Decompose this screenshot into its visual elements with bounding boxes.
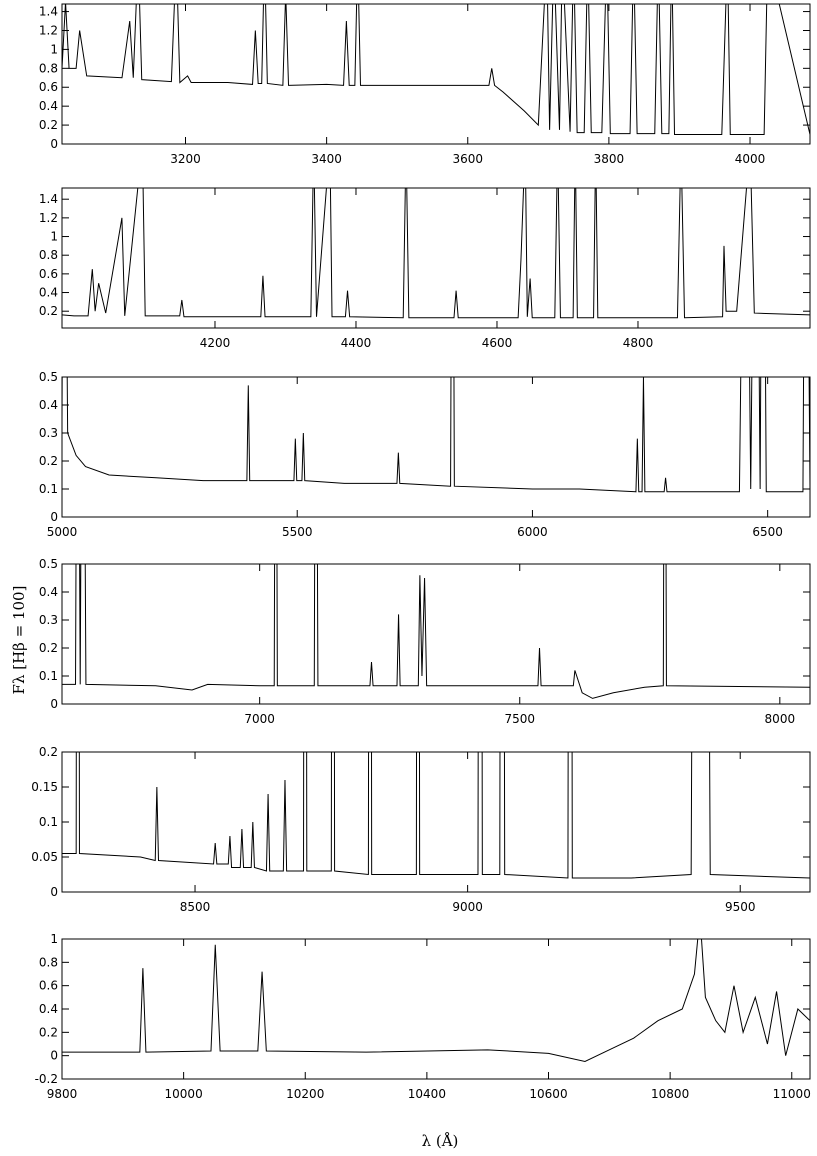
x-tick-label: 6000 xyxy=(517,525,548,539)
spectrum-line xyxy=(62,188,810,319)
spectrum-line xyxy=(62,4,810,136)
panel xyxy=(62,752,810,879)
y-tick-label: 1 xyxy=(50,932,58,946)
y-tick-label: 0.5 xyxy=(39,370,58,384)
x-tick-label: 9500 xyxy=(725,900,756,914)
x-tick-label: 10200 xyxy=(286,1087,324,1101)
y-tick-label: 0.1 xyxy=(39,482,58,496)
y-tick-label: 0.2 xyxy=(39,1025,58,1039)
spectrum-line xyxy=(62,564,810,699)
spectrum-line xyxy=(62,939,810,1063)
y-tick-label: 0.3 xyxy=(39,426,58,440)
spectrum-line xyxy=(62,377,810,493)
y-tick-label: 0.4 xyxy=(39,99,58,113)
x-tick-label: 7000 xyxy=(244,712,275,726)
x-tick-label: 9800 xyxy=(47,1087,78,1101)
panel xyxy=(62,188,810,319)
x-axis-label: λ (Å) xyxy=(422,1132,459,1150)
y-tick-label: 0.2 xyxy=(39,745,58,759)
y-tick-label: 0 xyxy=(50,1049,58,1063)
x-tick-label: 9000 xyxy=(452,900,483,914)
y-tick-label: 0.4 xyxy=(39,585,58,599)
spectrum-line xyxy=(62,752,810,879)
y-tick-label: 0.4 xyxy=(39,1002,58,1016)
y-axis-label: Fλ [Hβ = 100] xyxy=(10,586,28,695)
y-tick-label: 0 xyxy=(50,885,58,899)
x-tick-label: 10400 xyxy=(408,1087,446,1101)
x-tick-label: 4200 xyxy=(200,336,231,350)
y-tick-label: -0.2 xyxy=(35,1072,58,1086)
y-tick-label: 0.4 xyxy=(39,286,58,300)
x-tick-label: 3200 xyxy=(170,152,201,166)
y-tick-label: 0.5 xyxy=(39,557,58,571)
x-tick-label: 4000 xyxy=(735,152,766,166)
x-tick-label: 11000 xyxy=(773,1087,811,1101)
y-tick-label: 0.15 xyxy=(31,780,58,794)
x-tick-label: 5000 xyxy=(47,525,78,539)
y-tick-label: 0.8 xyxy=(39,61,58,75)
y-tick-label: 0 xyxy=(50,510,58,524)
x-tick-label: 6500 xyxy=(752,525,783,539)
y-tick-label: 1.2 xyxy=(39,211,58,225)
y-tick-label: 1 xyxy=(50,230,58,244)
y-tick-label: 0.6 xyxy=(39,979,58,993)
x-tick-label: 5500 xyxy=(282,525,313,539)
y-tick-label: 0.2 xyxy=(39,454,58,468)
y-tick-label: 0.1 xyxy=(39,669,58,683)
y-tick-label: 0.05 xyxy=(31,850,58,864)
x-tick-label: 3400 xyxy=(311,152,342,166)
y-tick-label: 1.2 xyxy=(39,23,58,37)
y-tick-label: 0 xyxy=(50,697,58,711)
y-tick-label: 0.2 xyxy=(39,641,58,655)
y-tick-label: 0.2 xyxy=(39,118,58,132)
panel xyxy=(62,377,810,493)
plot-frame xyxy=(61,938,811,1080)
plot-frame xyxy=(61,3,811,145)
x-tick-label: 7500 xyxy=(504,712,535,726)
x-tick-label: 4800 xyxy=(623,336,654,350)
y-tick-label: 0.8 xyxy=(39,248,58,262)
y-tick-label: 1.4 xyxy=(39,5,58,19)
y-tick-label: 0.6 xyxy=(39,80,58,94)
y-tick-label: 0.8 xyxy=(39,955,58,969)
x-tick-label: 8500 xyxy=(180,900,211,914)
x-tick-label: 8000 xyxy=(765,712,796,726)
x-tick-label: 10800 xyxy=(651,1087,689,1101)
plot-frame xyxy=(61,376,811,518)
plot-frame xyxy=(61,187,811,329)
panel xyxy=(62,4,810,136)
y-tick-label: 0.1 xyxy=(39,815,58,829)
y-tick-label: 1.4 xyxy=(39,192,58,206)
x-tick-label: 3800 xyxy=(594,152,625,166)
x-tick-label: 10600 xyxy=(529,1087,567,1101)
y-tick-label: 0.6 xyxy=(39,267,58,281)
y-tick-label: 0.2 xyxy=(39,304,58,318)
x-tick-label: 10000 xyxy=(165,1087,203,1101)
panel xyxy=(62,564,810,699)
panel xyxy=(62,939,810,1063)
plot-frame xyxy=(61,563,811,705)
x-tick-label: 4400 xyxy=(341,336,372,350)
y-tick-label: 1 xyxy=(50,42,58,56)
x-tick-label: 4600 xyxy=(482,336,513,350)
plot-frame xyxy=(61,751,811,893)
y-tick-label: 0 xyxy=(50,137,58,151)
y-tick-label: 0.4 xyxy=(39,398,58,412)
x-tick-label: 3600 xyxy=(452,152,483,166)
y-tick-label: 0.3 xyxy=(39,613,58,627)
